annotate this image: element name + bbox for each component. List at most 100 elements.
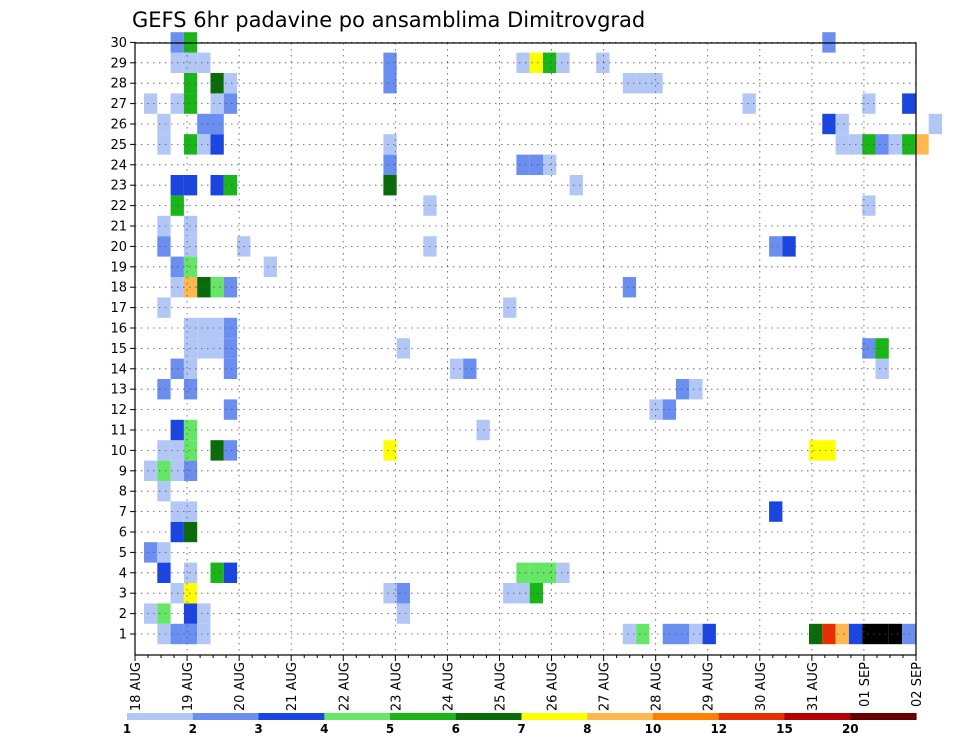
heatmap-cell [197,603,211,624]
x-tick-label: 26 AUG [546,662,561,711]
heatmap-cell [875,358,889,379]
y-tick-label: 2 [119,607,127,622]
heatmap-cell [183,623,198,645]
heatmap-cell [157,297,171,318]
colorbar-swatch [455,713,523,720]
heatmap-cell [516,562,530,583]
colorbar-swatch [521,713,588,720]
colorbar-label: 10 [645,722,662,736]
heatmap-cell [503,583,517,604]
heatmap-cell [396,603,410,624]
colorbar-label: 6 [452,722,460,736]
y-tick-label: 14 [110,362,127,377]
y-tick-label: 11 [110,424,127,439]
heatmap-cell [210,73,224,94]
heatmap-cell [516,52,530,73]
y-tick-label: 29 [110,56,127,71]
y-tick-label: 10 [110,444,127,459]
x-tick-label: 01 SEP [858,662,873,707]
heatmap-cell [183,73,198,94]
heatmap-cell [157,460,171,481]
colorbar-swatch [850,713,917,720]
heatmap-cell [157,236,171,257]
heatmap-cell [223,277,238,298]
heatmap-cell [888,623,903,645]
y-tick-label: 1 [119,628,127,643]
heatmap-cell [888,134,903,155]
heatmap-cell [569,175,583,196]
heatmap-cell [822,623,836,645]
heatmap-cell [197,317,211,339]
heatmap-cell [622,73,637,94]
colorbar-swatch [192,713,260,720]
heatmap-cell [503,297,517,318]
y-tick-label: 13 [110,383,127,398]
heatmap-cell [210,175,224,196]
heatmap-cell [157,215,171,237]
colorbar-label: 1 [123,722,131,736]
heatmap-cell [183,583,198,604]
colorbar-label: 8 [583,722,591,736]
heatmap-cell [636,623,650,645]
x-tick-label: 24 AUG [441,662,456,711]
heatmap-cell [223,317,238,339]
colorbar-swatch [718,713,786,720]
heatmap-cell [556,562,570,583]
heatmap-cell [875,134,889,155]
heatmap-cell [383,134,397,155]
colorbar-label: 2 [189,722,197,736]
heatmap-cell [516,583,530,604]
y-tick-label: 22 [110,199,127,214]
chart-title: GEFS 6hr padavine po ansamblima Dimitrov… [132,8,645,32]
colorbar-swatch [390,713,457,720]
heatmap-cell [210,93,224,114]
heatmap-cell [157,603,171,624]
heatmap-cell [769,501,783,522]
heatmap-cell [809,440,823,461]
x-tick-label: 20 AUG [233,662,248,711]
heatmap-cell [183,379,198,400]
heatmap-cell [223,175,238,196]
heatmap-cell [915,134,929,155]
heatmap-cell [197,338,211,359]
y-tick-label: 4 [119,566,127,581]
x-tick-label: 22 AUG [337,662,352,711]
heatmap-cell [649,73,663,94]
heatmap-cell [157,113,171,135]
colorbar-swatch [784,713,851,720]
heatmap-cell [383,583,397,604]
heatmap-cell [223,440,238,461]
colorbar-label: 3 [254,722,262,736]
heatmap-cell [835,623,849,645]
heatmap-cell [902,623,916,645]
heatmap-cell [183,317,198,339]
heatmap-cell [144,93,158,114]
heatmap-cell [622,277,637,298]
heatmap-cell [383,73,397,94]
heatmap-cell [689,379,703,400]
x-tick-label: 21 AUG [285,662,300,711]
heatmap-cell [383,154,397,175]
heatmap-cell [396,583,410,604]
heatmap-cell [197,113,211,135]
x-tick-label: 27 AUG [598,662,613,711]
x-tick-label: 02 SEP [910,662,925,707]
y-tick-label: 30 [110,36,127,51]
heatmap-cell [383,175,397,196]
heatmap-cell [144,460,158,481]
y-tick-label: 16 [110,322,127,337]
colorbar-swatch [324,713,391,720]
heatmap-cell [769,236,783,257]
heatmap-cell [622,623,637,645]
heatmap-cell [144,542,158,563]
heatmap-cell [157,542,171,563]
heatmap-cell [596,52,610,73]
colorbar-label: 20 [842,722,859,736]
heatmap-cell [197,277,211,298]
y-tick-label: 5 [119,546,127,561]
heatmap-cell [157,379,171,400]
colorbar-swatch [587,713,654,720]
x-tick-label: 29 AUG [702,662,717,711]
heatmap-cell [902,134,916,155]
